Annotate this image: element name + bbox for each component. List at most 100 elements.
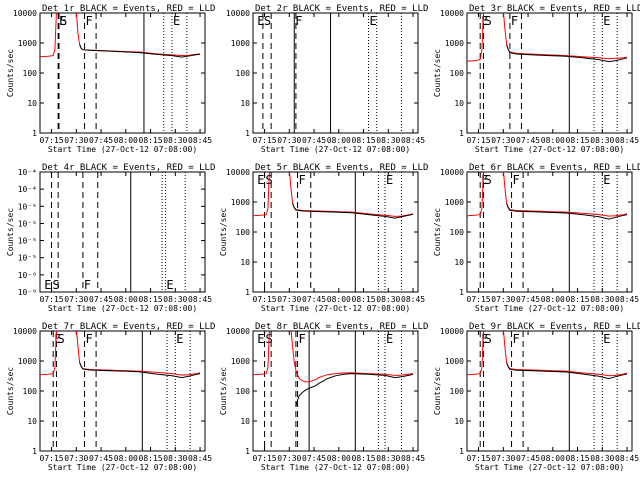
x-tick-label: 07:30 [491,136,515,145]
y-tick-label: 100 [450,69,465,78]
marker-label: E [386,332,393,346]
y-tick-label: 1 [32,129,37,138]
x-tick-label: 07:30 [277,136,301,145]
x-tick-label: 08:30 [376,295,400,304]
panel-title: Det 4r BLACK = Events, RED = LLD [42,163,215,173]
x-tick-label: 07:15 [467,136,491,145]
y-tick-label: 10⁻⁴ [18,185,37,194]
y-tick-label: 100 [236,228,251,237]
marker-label: E [603,14,610,28]
y-tick-label: 1000 [18,357,37,366]
y-tick-label: 100 [23,69,38,78]
x-tick-label: 07:30 [491,295,515,304]
x-tick-label: 08:15 [566,454,590,463]
x-tick-label: 07:30 [64,295,88,304]
series-events-line [506,44,628,63]
x-tick-label: 08:45 [188,454,212,463]
x-tick-label: 08:45 [615,136,639,145]
y-tick-label: 10 [454,258,464,267]
panel-title: Det 8r BLACK = Events, RED = LLD [255,322,428,332]
x-axis-label: Start Time (27-Oct-12 07:08:00) [475,463,624,472]
y-tick-label: 1 [32,447,37,456]
plot-frame [39,330,206,452]
panel-title: Det 3r BLACK = Events, RED = LLD [469,4,640,14]
x-tick-label: 08:00 [114,454,138,463]
x-tick-label: 07:15 [40,295,64,304]
y-tick-label: 10⁻⁵ [18,254,37,263]
x-tick-label: 07:45 [89,136,113,145]
y-tick-label: 10⁻⁶ [18,271,37,280]
x-tick-label: 07:45 [302,454,326,463]
y-tick-label: 10000 [226,327,250,336]
marker-label: F [511,14,518,28]
x-tick-label: 07:15 [467,454,491,463]
x-tick-label: 08:30 [590,295,614,304]
marker-label: E [386,173,393,187]
y-tick-label: 10000 [226,168,250,177]
y-tick-label: 10 [240,99,250,108]
x-tick-label: 08:45 [615,295,639,304]
x-tick-label: 08:30 [163,454,187,463]
x-tick-label: 07:45 [89,454,113,463]
panel-det-2: Det 2r BLACK = Events, RED = LLD 1 10 100 10… [226,4,428,154]
x-tick-label: 08:30 [590,454,614,463]
x-tick-label: 08:45 [401,136,425,145]
y-tick-label: 10 [454,99,464,108]
y-tick-label: 100 [23,387,38,396]
y-tick-label: 10⁻⁵ [18,219,37,228]
marker-label: F [299,332,306,346]
x-axis-label: Start Time (27-Oct-12 07:08:00) [48,145,197,154]
x-tick-label: 08:00 [327,136,351,145]
x-tick-label: 08:30 [163,295,187,304]
x-axis-label: Start Time (27-Oct-12 07:08:00) [48,304,197,313]
marker-label: F [513,332,520,346]
x-axis-label: Start Time (27-Oct-12 07:08:00) [261,463,410,472]
marker-label: F [84,278,91,292]
marker-label: F [86,14,93,28]
panel-title: Det 5r BLACK = Events, RED = LLD [255,163,428,173]
y-axis-label: Counts/sec [6,367,15,415]
x-tick-label: 08:00 [541,454,565,463]
series-events-line [79,362,201,379]
plot-frame [466,171,633,293]
marker-label: E [44,278,51,292]
x-tick-label: 08:45 [401,295,425,304]
x-tick-label: 07:45 [516,295,540,304]
y-tick-label: 10 [27,99,37,108]
x-tick-label: 08:15 [566,295,590,304]
x-tick-label: 08:15 [139,295,163,304]
panel-det-4: Det 4r BLACK = Events, RED = LLD 10⁻⁶ 10⁻⁶… [6,163,215,313]
x-tick-label: 08:45 [401,454,425,463]
x-axis-label: Start Time (27-Oct-12 07:08:00) [48,463,197,472]
x-tick-label: 07:45 [302,136,326,145]
y-tick-label: 1 [245,447,250,456]
series-events-line [292,203,414,219]
marker-label: S [53,278,60,292]
y-tick-label: 10⁻⁶ [18,288,37,297]
y-axis-label: Counts/sec [6,49,15,97]
plot-frame [39,171,206,293]
x-tick-label: 07:30 [277,454,301,463]
y-tick-label: 10 [454,417,464,426]
y-axis-label: Counts/sec [433,208,442,256]
y-tick-label: 10 [240,258,250,267]
x-tick-label: 07:45 [302,295,326,304]
panel-title: Det 1r BLACK = Events, RED = LLD [42,4,215,14]
x-tick-label: 08:30 [590,136,614,145]
y-tick-label: 1 [459,447,464,456]
plot-frame [466,330,633,452]
y-tick-label: 100 [236,387,251,396]
x-tick-label: 08:15 [139,454,163,463]
marker-label: F [295,14,302,28]
y-tick-label: 1000 [18,39,37,48]
marker-label: E [257,332,264,346]
plot-frame [252,171,419,293]
panel-det-1: Det 1r BLACK = Events, RED = LLD 1 10 100 10… [6,4,215,154]
x-tick-label: 08:30 [163,136,187,145]
y-tick-label: 10⁻⁵ [18,237,37,246]
y-axis-label: Counts/sec [219,367,228,415]
marker-label: S [60,14,67,28]
x-axis-label: Start Time (27-Oct-12 07:08:00) [261,304,410,313]
y-tick-label: 1000 [445,357,464,366]
